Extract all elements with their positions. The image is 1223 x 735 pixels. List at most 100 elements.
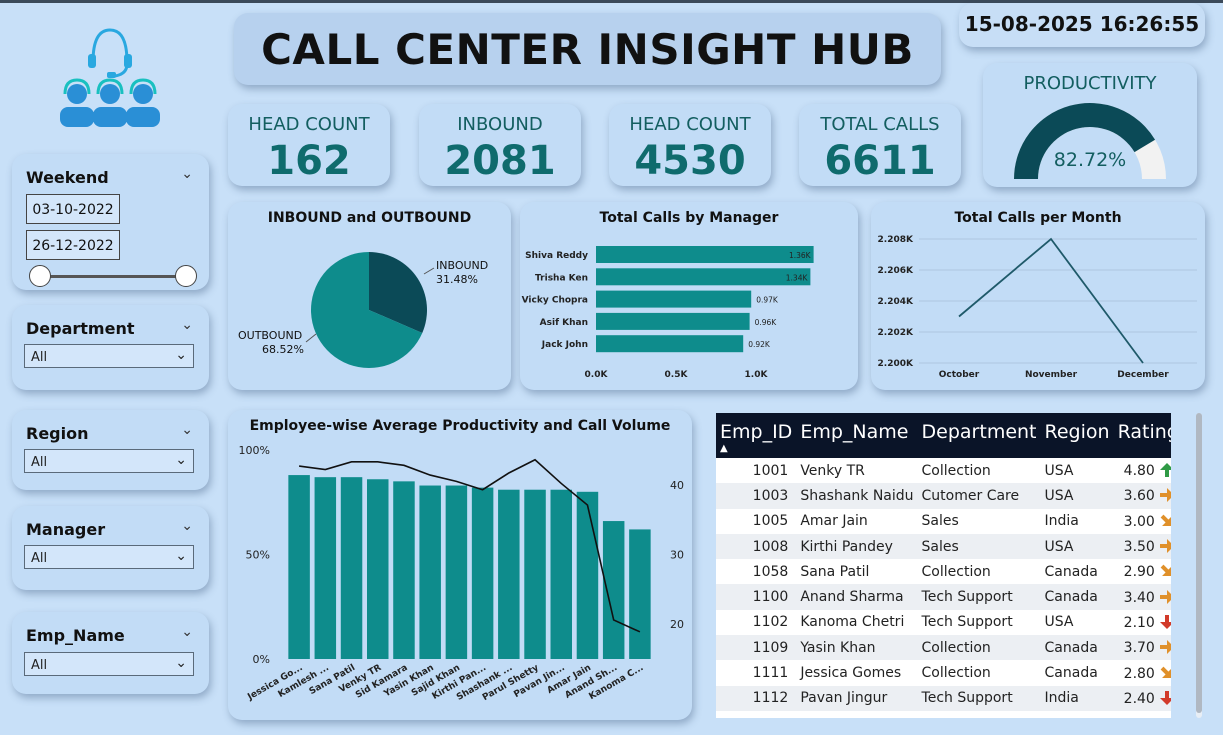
x-tick-label: October <box>939 370 980 380</box>
cell-department: Collection <box>921 563 991 580</box>
y-right-tick-label: 30 <box>670 549 684 562</box>
date-range-start-handle[interactable] <box>29 265 51 287</box>
column-header-rating[interactable]: Rating <box>1113 413 1171 458</box>
cell-rating: 2.10 <box>1114 610 1171 635</box>
bar-data-label: 1.34K <box>786 273 809 282</box>
kpi-value: 4530 <box>634 138 746 184</box>
emp-name-dropdown[interactable]: All ⌄ <box>24 652 194 676</box>
column-header-emp-id[interactable]: Emp_ID ▲ <box>716 413 797 458</box>
table-header-row: Emp_ID ▲ Emp_Name Department Region Ratin… <box>716 413 1171 458</box>
cell-emp-name: Amar Jain <box>800 513 868 530</box>
pie-slice-outbound[interactable] <box>311 252 423 368</box>
cell-rating: 3.00 <box>1114 509 1171 534</box>
productivity-bar[interactable] <box>576 491 599 659</box>
manager-bar[interactable] <box>596 290 752 308</box>
kpi-value: 6611 <box>824 138 936 184</box>
manager-bar[interactable] <box>596 268 811 286</box>
department-dropdown[interactable]: All ⌄ <box>24 344 194 368</box>
trend-right-arrow-icon <box>1155 589 1171 606</box>
chevron-down-icon[interactable]: ⌄ <box>181 166 193 182</box>
date-range-end-handle[interactable] <box>175 265 197 287</box>
call-volume-line-series[interactable] <box>299 458 641 633</box>
trend-down-arrow-icon <box>1155 690 1171 707</box>
slicer-label: Emp_Name <box>26 626 125 645</box>
weekend-slicer: Weekend ⌄ 03-10-2022 26-12-2022 <box>12 154 209 290</box>
cell-region: Canada <box>1044 563 1098 580</box>
bar-category-label: Trisha Ken <box>535 273 588 283</box>
cell-department: Collection <box>921 462 991 479</box>
chevron-down-icon[interactable]: ⌄ <box>181 624 193 640</box>
table-scrollbar[interactable] <box>1196 413 1202 718</box>
manager-bar[interactable] <box>596 335 744 353</box>
productivity-bar[interactable] <box>471 487 494 659</box>
column-header-emp-name[interactable]: Emp_Name <box>796 413 918 458</box>
productivity-bar[interactable] <box>550 489 572 659</box>
region-dropdown[interactable]: All ⌄ <box>24 449 194 473</box>
manager-slicer: Manager ⌄ All ⌄ <box>12 506 209 590</box>
productivity-value: 82.72% <box>1053 149 1127 171</box>
productivity-bar[interactable] <box>629 529 651 659</box>
trend-down-right-arrow-icon <box>1155 514 1171 530</box>
table-row[interactable]: 1001 Venky TR Collection USA 4.80 <box>716 458 1171 483</box>
productivity-bar[interactable] <box>498 489 520 659</box>
y-tick-label: 2.204K <box>878 297 914 307</box>
manager-bar[interactable] <box>596 246 814 263</box>
table-row[interactable]: 1111 Jessica Gomes Collection Canada 2.80 <box>716 660 1171 685</box>
cell-emp-name: Shashank Naidu <box>796 483 918 509</box>
table-row[interactable]: 1100 Anand Sharma Tech Support Canada 3.40 <box>716 584 1171 610</box>
month-line-series[interactable] <box>958 237 1144 364</box>
y-tick-label: 2.202K <box>878 328 914 338</box>
productivity-bar[interactable] <box>288 475 310 659</box>
chevron-down-icon[interactable]: ⌄ <box>181 518 193 534</box>
dropdown-value: All <box>31 551 48 566</box>
cell-rating: 3.40 <box>1113 584 1171 610</box>
pie-slice-inbound[interactable] <box>369 252 427 333</box>
cell-department: Cutomer Care <box>917 483 1041 509</box>
cell-emp-id: 1003 <box>716 483 797 509</box>
cell-emp-id: 1111 <box>752 665 789 682</box>
cell-emp-id: 1008 <box>716 533 797 560</box>
table-row[interactable]: 1058 Sana Patil Collection Canada 2.90 <box>716 559 1171 584</box>
table-row[interactable]: 1008 Kirthi Pandey Sales USA 3.50 <box>716 533 1171 560</box>
cell-region: India <box>1044 513 1079 530</box>
bar-data-label: 0.97K <box>756 296 779 305</box>
productivity-bar[interactable] <box>602 521 625 659</box>
table-row[interactable]: 1005 Amar Jain Sales India 3.00 <box>716 509 1171 534</box>
chart-title: Employee-wise Average Productivity and C… <box>249 418 671 434</box>
chart-title: Total Calls by Manager <box>599 210 779 226</box>
cell-region: Canada <box>1044 665 1098 682</box>
column-header-department[interactable]: Department <box>917 413 1041 458</box>
end-date-input[interactable]: 26-12-2022 <box>26 230 120 260</box>
productivity-bar[interactable] <box>524 489 546 659</box>
manager-bar[interactable] <box>596 312 750 330</box>
column-header-region[interactable]: Region <box>1040 413 1114 458</box>
table-row[interactable]: 1112 Pavan Jingur Tech Support India 2.40 <box>716 685 1171 711</box>
start-date-input[interactable]: 03-10-2022 <box>26 194 120 224</box>
productivity-bar[interactable] <box>419 485 441 659</box>
scrollbar-thumb[interactable] <box>1196 413 1202 713</box>
bar-category-label: Shiva Reddy <box>525 251 588 261</box>
cell-emp-name: Anand Sharma <box>796 584 918 610</box>
y-right-tick-label: 40 <box>670 479 684 492</box>
table-row[interactable]: 1109 Yasin Khan Collection Canada 3.70 <box>716 635 1171 661</box>
cell-region: USA <box>1044 462 1074 479</box>
table-row[interactable]: 1003 Shashank Naidu Cutomer Care USA 3.60 <box>716 483 1171 509</box>
y-tick-label: 2.200K <box>878 359 914 369</box>
chevron-down-icon[interactable]: ⌄ <box>181 422 193 438</box>
kpi-label: HEAD COUNT <box>629 114 751 135</box>
x-tick-label: November <box>1025 370 1078 380</box>
productivity-bar[interactable] <box>367 479 389 659</box>
chevron-down-icon[interactable]: ⌄ <box>181 317 193 333</box>
productivity-bar[interactable] <box>314 477 337 659</box>
table-row[interactable]: 1102 Kanoma Chetri Tech Support USA 2.10 <box>716 610 1171 635</box>
x-tick-label: December <box>1117 370 1169 380</box>
cell-emp-name: Kirthi Pandey <box>796 533 918 560</box>
productivity-bar[interactable] <box>445 485 468 659</box>
productivity-bar[interactable] <box>340 477 363 659</box>
dropdown-value: All <box>31 455 48 470</box>
cell-emp-name: Yasin Khan <box>796 635 918 661</box>
manager-dropdown[interactable]: All ⌄ <box>24 545 194 569</box>
cell-rating: 2.40 <box>1113 685 1171 711</box>
productivity-bar[interactable] <box>393 481 415 659</box>
